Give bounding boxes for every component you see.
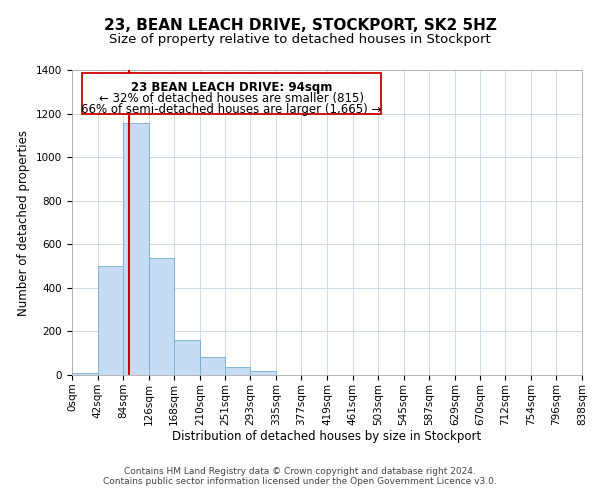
Y-axis label: Number of detached properties: Number of detached properties (17, 130, 31, 316)
Text: Size of property relative to detached houses in Stockport: Size of property relative to detached ho… (109, 32, 491, 46)
Bar (174, 340, 200, 375)
Bar (250, 371, 276, 375)
Bar (200, 357, 225, 375)
Text: Contains HM Land Registry data © Crown copyright and database right 2024.: Contains HM Land Registry data © Crown c… (124, 467, 476, 476)
Bar (225, 368, 250, 375)
Text: 23 BEAN LEACH DRIVE: 94sqm: 23 BEAN LEACH DRIVE: 94sqm (131, 80, 332, 94)
Text: 66% of semi-detached houses are larger (1,665) →: 66% of semi-detached houses are larger (… (81, 103, 382, 116)
FancyBboxPatch shape (82, 73, 380, 114)
Text: 23, BEAN LEACH DRIVE, STOCKPORT, SK2 5HZ: 23, BEAN LEACH DRIVE, STOCKPORT, SK2 5HZ (104, 18, 496, 32)
X-axis label: Distribution of detached houses by size in Stockport: Distribution of detached houses by size … (172, 430, 482, 444)
Bar (98, 266, 123, 375)
Bar (72, 373, 98, 375)
Text: ← 32% of detached houses are smaller (815): ← 32% of detached houses are smaller (81… (99, 92, 364, 105)
Bar (149, 258, 174, 375)
Text: Contains public sector information licensed under the Open Government Licence v3: Contains public sector information licen… (103, 477, 497, 486)
Bar (123, 124, 149, 375)
